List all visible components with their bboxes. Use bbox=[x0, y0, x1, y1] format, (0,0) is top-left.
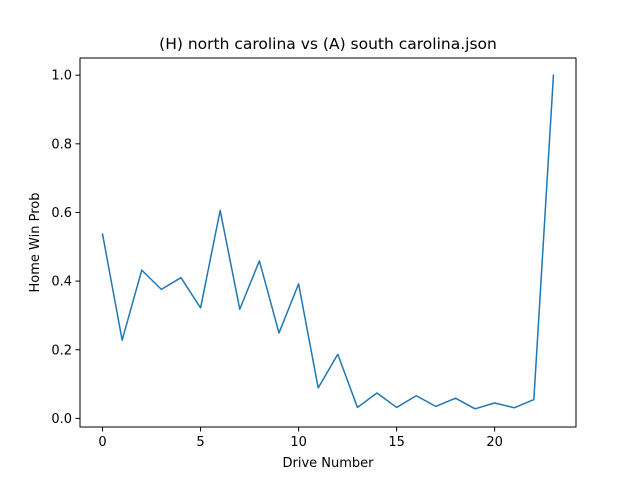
x-tick-label: 5 bbox=[196, 435, 204, 450]
y-axis-label: Home Win Prob bbox=[28, 193, 43, 293]
x-tick-label: 0 bbox=[98, 435, 106, 450]
y-tick-label: 0.0 bbox=[51, 412, 72, 427]
y-tick-label: 0.2 bbox=[51, 343, 72, 358]
y-tick-label: 0.4 bbox=[51, 275, 72, 290]
chart-title: (H) north carolina vs (A) south carolina… bbox=[159, 35, 497, 53]
x-tick-label: 15 bbox=[388, 435, 405, 450]
y-axis-ticks: 0.0 0.2 0.4 0.6 0.8 1.0 bbox=[51, 69, 80, 427]
series-layer bbox=[101, 74, 555, 410]
x-tick-label: 10 bbox=[290, 435, 307, 450]
x-tick-label: 20 bbox=[486, 435, 503, 450]
x-axis-ticks: 0 5 10 15 20 bbox=[98, 427, 503, 450]
series-line bbox=[101, 74, 555, 410]
y-tick-label: 0.8 bbox=[51, 137, 72, 152]
x-axis-label: Drive Number bbox=[282, 456, 374, 471]
y-tick-label: 1.0 bbox=[51, 69, 72, 84]
plot-area-frame bbox=[79, 57, 577, 428]
y-tick-label: 0.6 bbox=[51, 206, 72, 221]
